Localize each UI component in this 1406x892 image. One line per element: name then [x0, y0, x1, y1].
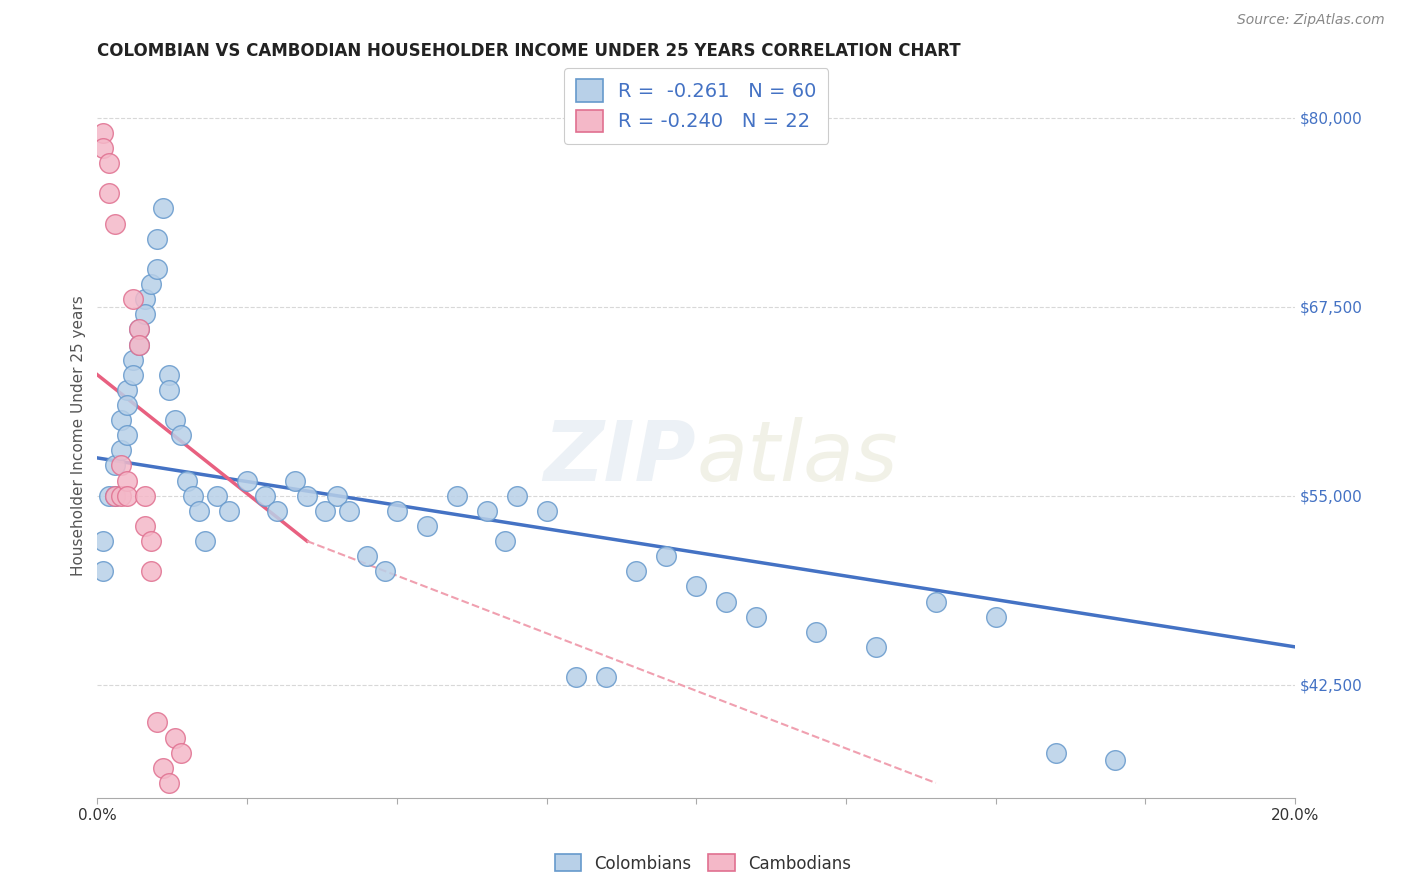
Legend: R =  -0.261   N = 60, R = -0.240   N = 22: R = -0.261 N = 60, R = -0.240 N = 22: [564, 68, 828, 144]
Point: [165, 413, 187, 427]
Point: [91, 141, 114, 155]
Point: [98, 156, 121, 170]
Text: COLOMBIAN VS CAMBODIAN HOUSEHOLDER INCOME UNDER 25 YEARS CORRELATION CHART: COLOMBIAN VS CAMBODIAN HOUSEHOLDER INCOM…: [97, 42, 960, 60]
Point: [745, 609, 768, 624]
Point: [134, 307, 156, 321]
Point: [266, 504, 288, 518]
Point: [1045, 746, 1067, 760]
Point: [110, 443, 132, 458]
Point: [374, 564, 396, 578]
Point: [254, 489, 277, 503]
Point: [714, 594, 737, 608]
Point: [110, 413, 132, 427]
Point: [685, 579, 707, 593]
Point: [804, 624, 827, 639]
Point: [128, 337, 150, 351]
Point: [181, 489, 204, 503]
Point: [110, 458, 132, 473]
Legend: Colombians, Cambodians: Colombians, Cambodians: [548, 847, 858, 880]
Point: [104, 458, 127, 473]
Text: ZIP: ZIP: [544, 417, 696, 498]
Point: [446, 489, 468, 503]
Point: [595, 670, 617, 684]
Point: [117, 474, 139, 488]
Point: [117, 489, 139, 503]
Point: [176, 474, 198, 488]
Point: [110, 489, 132, 503]
Text: atlas: atlas: [696, 417, 898, 498]
Point: [104, 489, 127, 503]
Point: [157, 383, 180, 397]
Point: [141, 534, 163, 549]
Point: [157, 776, 180, 790]
Point: [134, 519, 156, 533]
Point: [218, 504, 240, 518]
Point: [146, 262, 169, 277]
Point: [385, 504, 408, 518]
Point: [984, 609, 1007, 624]
Point: [122, 292, 145, 306]
Point: [295, 489, 318, 503]
Point: [565, 670, 588, 684]
Point: [146, 715, 169, 730]
Point: [314, 504, 336, 518]
Point: [494, 534, 516, 549]
Point: [356, 549, 378, 564]
Point: [284, 474, 307, 488]
Point: [1104, 753, 1126, 767]
Point: [205, 489, 228, 503]
Point: [128, 322, 150, 336]
Point: [141, 277, 163, 291]
Point: [104, 217, 127, 231]
Point: [128, 337, 150, 351]
Point: [91, 564, 114, 578]
Point: [122, 368, 145, 382]
Point: [134, 292, 156, 306]
Point: [170, 428, 193, 442]
Point: [188, 504, 211, 518]
Point: [117, 383, 139, 397]
Point: [655, 549, 678, 564]
Point: [134, 489, 156, 503]
Point: [170, 746, 193, 760]
Point: [128, 322, 150, 336]
Point: [146, 232, 169, 246]
Y-axis label: Householder Income Under 25 years: Householder Income Under 25 years: [72, 295, 86, 575]
Point: [117, 428, 139, 442]
Point: [152, 761, 174, 775]
Point: [416, 519, 439, 533]
Point: [194, 534, 217, 549]
Point: [626, 564, 648, 578]
Point: [91, 126, 114, 140]
Point: [337, 504, 360, 518]
Point: [165, 731, 187, 745]
Text: Source: ZipAtlas.com: Source: ZipAtlas.com: [1237, 13, 1385, 28]
Point: [475, 504, 498, 518]
Point: [98, 489, 121, 503]
Point: [98, 186, 121, 201]
Point: [122, 352, 145, 367]
Point: [152, 202, 174, 216]
Point: [236, 474, 259, 488]
Point: [104, 489, 127, 503]
Point: [505, 489, 527, 503]
Point: [91, 534, 114, 549]
Point: [326, 489, 349, 503]
Point: [865, 640, 887, 654]
Point: [117, 398, 139, 412]
Point: [157, 368, 180, 382]
Point: [141, 564, 163, 578]
Point: [536, 504, 558, 518]
Point: [925, 594, 948, 608]
